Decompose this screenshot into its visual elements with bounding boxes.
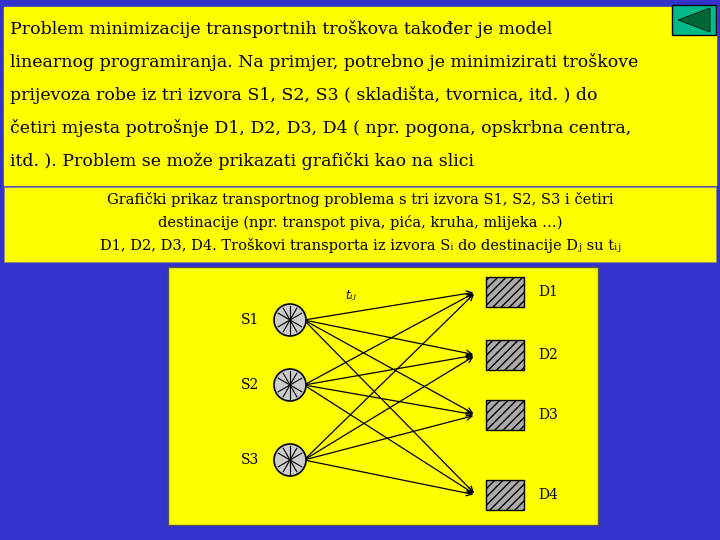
Text: D2: D2 [538,348,558,362]
Text: linearnog programiranja. Na primjer, potrebno je minimizirati troškove: linearnog programiranja. Na primjer, pot… [10,53,639,71]
Text: D3: D3 [538,408,558,422]
Bar [486,400,524,430]
Text: S1: S1 [240,313,259,327]
Bar [168,267,598,525]
Bar [486,480,524,510]
Bar [4,187,716,262]
Text: tᵢⱼ: tᵢⱼ [345,289,356,302]
Bar [672,5,716,35]
Text: 27: 27 [688,10,715,29]
Text: Grafički prikaz transportnog problema s tri izvora S1, S2, S3 i četiri: Grafički prikaz transportnog problema s … [107,192,613,207]
Text: prijevoza robe iz tri izvora S1, S2, S3 ( skladišta, tvornica, itd. ) do: prijevoza robe iz tri izvora S1, S2, S3 … [10,86,598,104]
Text: S3: S3 [240,453,259,467]
Bar [486,277,524,307]
Circle shape [274,369,306,401]
Text: D1: D1 [538,285,558,299]
Text: itd. ). Problem se može prikazati grafički kao na slici: itd. ). Problem se može prikazati grafič… [10,152,474,170]
Text: S2: S2 [240,378,259,392]
Text: D4: D4 [538,488,558,502]
Bar [4,7,716,185]
Circle shape [274,444,306,476]
Text: Problem minimizacije transportnih troškova također je model: Problem minimizacije transportnih troško… [10,20,552,38]
Circle shape [274,304,306,336]
Text: D1, D2, D3, D4. Troškovi transporta iz izvora Sᵢ do destinacije Dⱼ su tᵢⱼ: D1, D2, D3, D4. Troškovi transporta iz i… [99,238,621,253]
Text: četiri mjesta potrošnje D1, D2, D3, D4 ( npr. pogona, opskrbna centra,: četiri mjesta potrošnje D1, D2, D3, D4 (… [10,119,631,137]
Text: destinacije (npr. transpot piva, pića, kruha, mlijeka …): destinacije (npr. transpot piva, pića, k… [158,215,562,230]
Bar [486,340,524,370]
Polygon shape [678,8,710,32]
